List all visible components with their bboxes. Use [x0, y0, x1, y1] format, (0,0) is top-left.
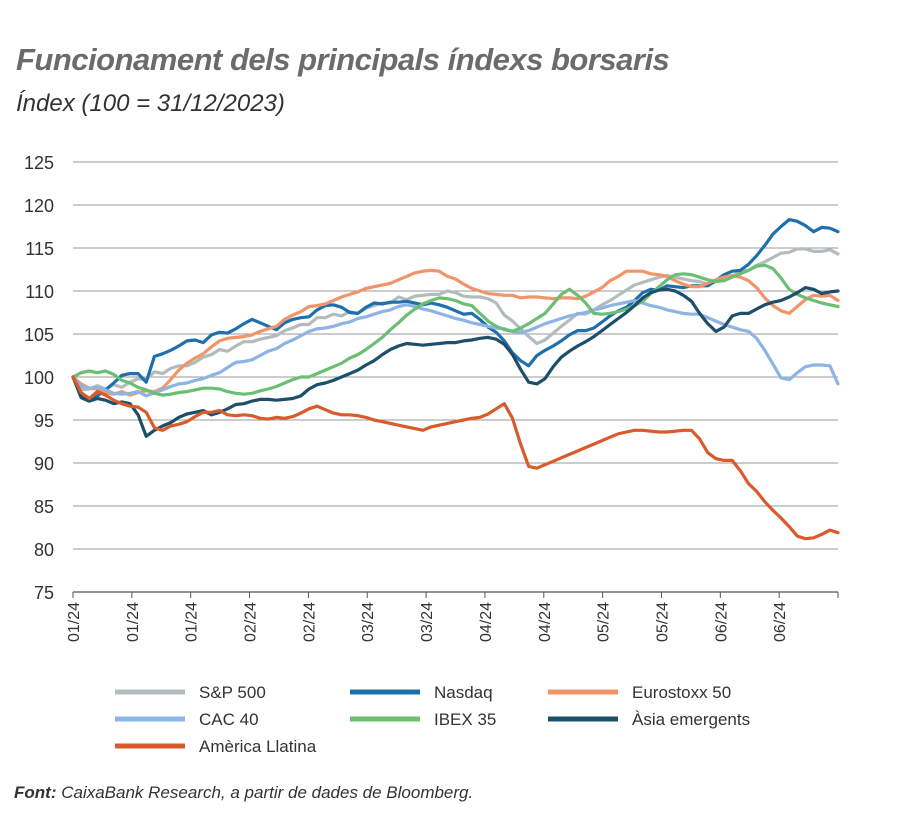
series-line-ibex-35: [71, 263, 840, 397]
series-line-am-rica-llatina: [71, 375, 840, 541]
legend-label-eurostoxx-50: Eurostoxx 50: [632, 683, 731, 702]
y-axis-ticks: 75 80 85 90 95 100 105 110 115 120 125: [24, 153, 54, 603]
y-tick-label: 100: [24, 368, 54, 388]
series-line-nasdaq: [71, 218, 840, 402]
legend: S&P 500 Nasdaq Eurostoxx 50 CAC 40 IBEX 35 Às…: [115, 683, 750, 756]
series-line-cac-40: [71, 298, 840, 398]
x-tick-label: 01/24: [184, 602, 201, 642]
source-note: Font: CaixaBank Research, a partir de da…: [14, 783, 473, 803]
y-tick-label: 90: [34, 454, 54, 474]
x-tick-label: 02/24: [301, 602, 318, 642]
y-tick-label: 85: [34, 497, 54, 517]
legend-label-am-rica-llatina: Amèrica Llatina: [199, 737, 317, 756]
chart-subtitle: Índex (100 = 31/12/2023): [16, 90, 285, 117]
y-tick-label: 95: [34, 411, 54, 431]
legend-label--sia-emergents: Àsia emergents: [632, 710, 750, 729]
legend-label-ibex-35: IBEX 35: [434, 710, 496, 729]
grid-lines: [73, 161, 838, 593]
series-line-eurostoxx-50: [71, 268, 840, 397]
legend-label-cac-40: CAC 40: [199, 710, 259, 729]
x-tick-label: 01/24: [125, 602, 142, 642]
y-tick-label: 125: [24, 153, 54, 173]
y-tick-label: 110: [25, 282, 54, 302]
x-tick-label: 06/24: [713, 602, 730, 642]
x-tick-label: 03/24: [360, 602, 377, 642]
x-tick-label: 01/24: [66, 602, 83, 642]
series-lines: [71, 218, 840, 541]
y-tick-label: 120: [24, 196, 54, 216]
x-tick-label: 05/24: [654, 602, 671, 642]
x-axis-ticks: 01/24 01/24 01/24 02/24 02/24 03/24 03/24 04/24…: [66, 592, 839, 642]
y-tick-label: 75: [34, 583, 54, 603]
source-text: CaixaBank Research, a partir de dades de…: [61, 783, 474, 802]
series-line--sia-emergents: [71, 286, 840, 438]
x-tick-label: 06/24: [772, 602, 789, 642]
x-tick-label: 04/24: [537, 602, 554, 642]
legend-label-s-p-500: S&P 500: [199, 683, 266, 702]
x-tick-label: 02/24: [243, 602, 260, 642]
y-tick-label: 105: [24, 325, 54, 345]
chart-title: Funcionament dels principals índexs bors…: [16, 42, 670, 77]
source-label: Font:: [14, 783, 57, 802]
x-tick-label: 03/24: [419, 602, 436, 642]
y-tick-label: 115: [25, 239, 54, 259]
y-tick-label: 80: [34, 540, 54, 560]
x-tick-label: 04/24: [478, 602, 495, 642]
legend-label-nasdaq: Nasdaq: [434, 683, 493, 702]
x-tick-label: 05/24: [596, 602, 613, 642]
